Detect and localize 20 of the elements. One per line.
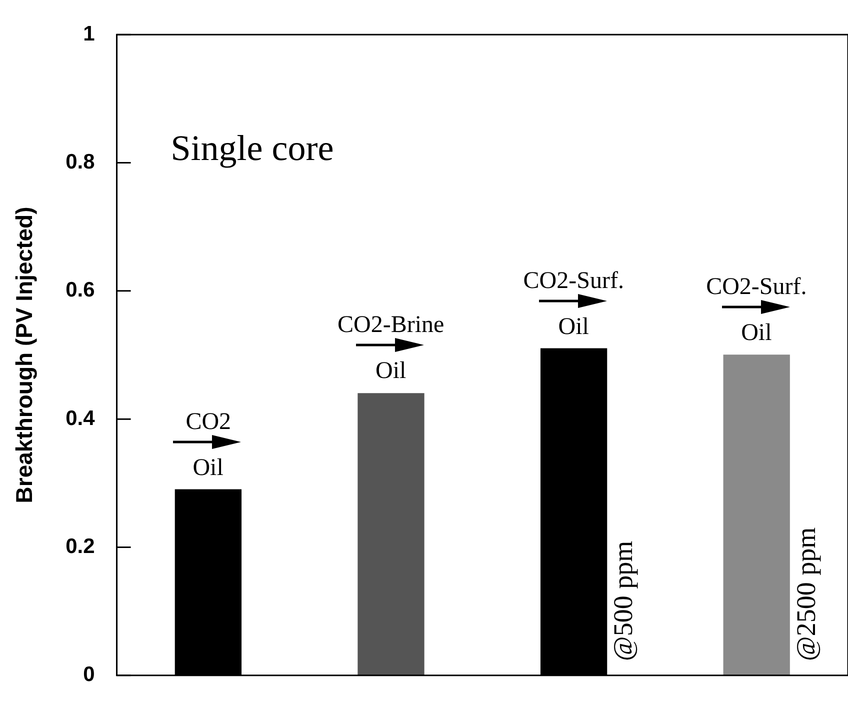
bar bbox=[723, 354, 790, 676]
y-tick-label: 1 bbox=[83, 22, 96, 46]
annotation: @500 ppm bbox=[608, 541, 638, 662]
y-tick-label: 0.6 bbox=[66, 278, 95, 302]
annotation: CO2-Brine bbox=[337, 312, 444, 338]
annotation: @2500 ppm bbox=[790, 528, 821, 662]
annotation: CO2 bbox=[186, 408, 232, 435]
y-tick-label: 0.2 bbox=[66, 535, 95, 558]
annotation: Single core bbox=[170, 128, 334, 168]
annotation: CO2-Surf. bbox=[706, 274, 807, 300]
annotation: Oil bbox=[558, 314, 589, 340]
y-tick-label: 0.4 bbox=[66, 406, 96, 430]
annotation: Oil bbox=[741, 320, 772, 346]
bar bbox=[358, 393, 424, 676]
y-tick-label: 0 bbox=[83, 663, 95, 686]
annotation: Oil bbox=[375, 358, 406, 384]
y-tick-label: 0.8 bbox=[66, 150, 96, 174]
annotation: Oil bbox=[192, 454, 224, 481]
annotation: CO2-Surf. bbox=[523, 268, 624, 294]
y-axis-title: Breakthrough (PV Injected) bbox=[11, 206, 38, 504]
